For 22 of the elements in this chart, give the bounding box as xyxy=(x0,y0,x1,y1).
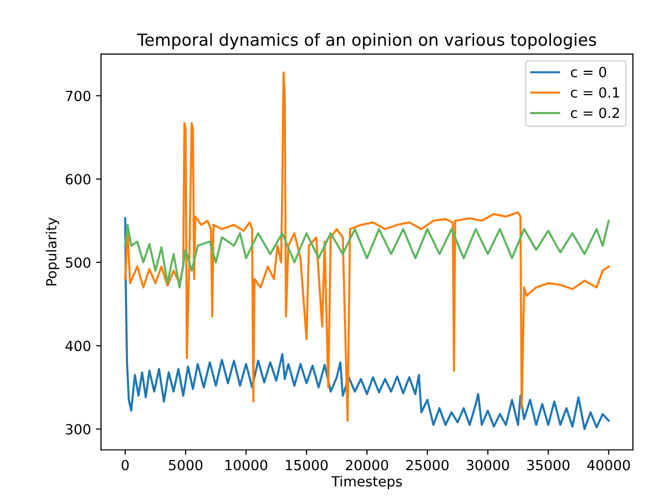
y-tick-label: 500 xyxy=(66,257,90,268)
x-tick-label: 0 xyxy=(122,460,129,470)
legend-label: c = 0.1 xyxy=(570,87,620,98)
x-tick-label: 5000 xyxy=(169,460,202,470)
x-tick-label: 40000 xyxy=(587,460,630,470)
y-tick-label: 400 xyxy=(65,340,90,352)
y-axis-title: Popularity xyxy=(46,218,60,286)
x-tick-label: 35000 xyxy=(527,460,570,470)
line-series xyxy=(124,217,610,430)
x-tick-label: 30000 xyxy=(466,460,509,470)
y-tick-label: 600 xyxy=(66,174,90,185)
chart-title: Temporal dynamics of an opinion on various topologies xyxy=(137,33,596,50)
x-tick-label: 25000 xyxy=(406,460,449,470)
legend-label: c = 0 xyxy=(570,66,606,78)
legend-label: c = 0.2 xyxy=(570,108,619,118)
y-tick-label: 700 xyxy=(66,90,90,102)
x-tick-label: 15000 xyxy=(286,460,328,470)
line-series xyxy=(124,220,610,288)
y-tick-label: 300 xyxy=(66,424,90,435)
x-tick-label: 10000 xyxy=(226,460,268,470)
x-axis-title: Timesteps xyxy=(331,476,402,490)
x-tick-label: 20000 xyxy=(346,460,388,470)
